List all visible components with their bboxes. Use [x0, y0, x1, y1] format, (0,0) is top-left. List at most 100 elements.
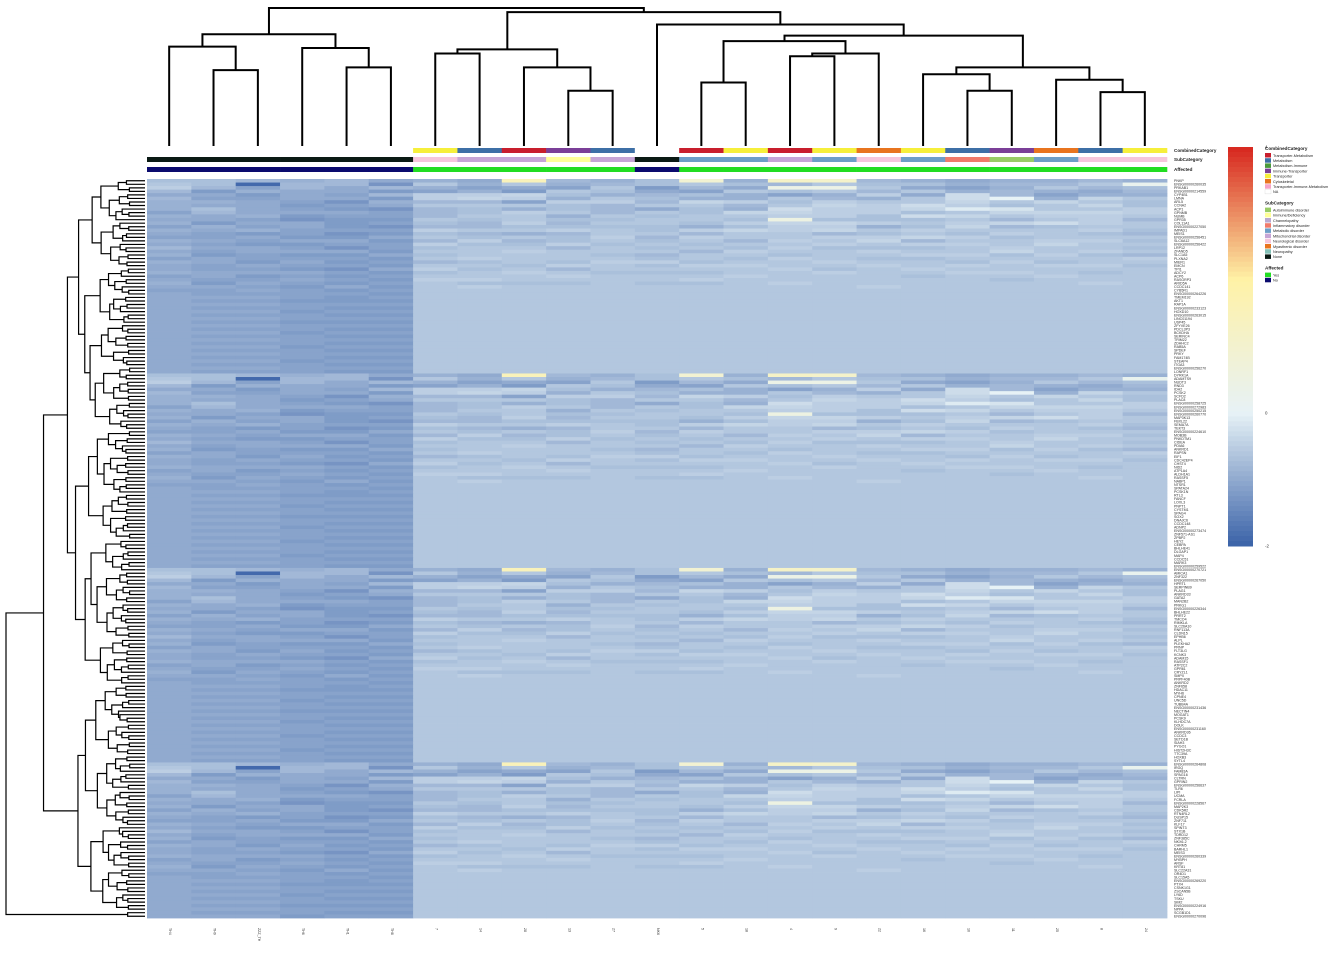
heatmap-cell	[945, 521, 991, 526]
heatmap-cell	[457, 228, 503, 233]
heatmap-cell	[1078, 430, 1124, 434]
heatmap-cell	[812, 468, 857, 473]
heatmap-cell	[679, 490, 724, 495]
heatmap-cell	[235, 582, 281, 587]
heatmap-cell	[280, 334, 325, 339]
heatmap-cell	[812, 476, 857, 480]
heatmap-cell	[812, 861, 857, 866]
heatmap-cell	[324, 511, 370, 516]
heatmap-cell	[723, 755, 769, 760]
heatmap-cell	[147, 617, 192, 622]
heatmap-cell	[235, 200, 281, 205]
heatmap-cell	[856, 196, 902, 201]
heatmap-cell	[546, 734, 591, 739]
heatmap-cell	[634, 543, 680, 548]
heatmap-cell	[1033, 624, 1079, 629]
heatmap-cell	[590, 681, 636, 686]
heatmap-cell	[191, 412, 237, 417]
heatmap-cell	[413, 454, 458, 459]
heatmap-cell	[634, 755, 680, 760]
heatmap-cell	[501, 620, 547, 625]
heatmap-cell	[856, 179, 902, 183]
heatmap-cell	[413, 691, 458, 696]
heatmap-cell	[945, 189, 991, 194]
heatmap-cell	[634, 691, 680, 696]
heatmap-cell	[191, 684, 237, 689]
heatmap-cell	[368, 200, 414, 205]
heatmap-cell	[457, 309, 503, 314]
heatmap-cell	[413, 313, 458, 318]
heatmap-cell	[767, 440, 813, 445]
heatmap-cell	[812, 638, 857, 643]
heatmap-cell	[634, 872, 680, 876]
heatmap-cell	[590, 833, 636, 838]
heatmap-cell	[235, 334, 281, 339]
heatmap-cell	[679, 384, 724, 389]
heatmap-cell	[812, 451, 857, 456]
dendrogram-link	[125, 477, 145, 482]
heatmap-cell	[457, 532, 503, 537]
heatmap-cell	[546, 327, 591, 332]
heatmap-cell	[767, 628, 813, 632]
heatmap-cell	[900, 826, 946, 831]
heatmap-cell	[679, 889, 724, 894]
heatmap-cell	[767, 203, 813, 208]
heatmap-cell	[324, 267, 370, 272]
heatmap-cell	[546, 674, 591, 678]
heatmap-cell	[191, 826, 237, 831]
heatmap-cell	[280, 320, 325, 325]
heatmap-cell	[546, 656, 591, 661]
dendrogram-link	[103, 463, 114, 486]
heatmap-cell	[235, 214, 281, 219]
heatmap-cell	[856, 281, 902, 286]
heatmap-cell	[634, 780, 680, 785]
heatmap-cell	[501, 677, 547, 682]
heatmap-cell	[191, 843, 237, 848]
dendrogram-link	[112, 225, 123, 239]
heatmap-cell	[945, 734, 991, 739]
heatmap-cell	[1078, 847, 1124, 852]
dendrogram-link	[106, 763, 116, 784]
heatmap-cell	[634, 415, 680, 420]
heatmap-cell	[147, 815, 192, 820]
heatmap-cell	[679, 723, 724, 728]
heatmap-cell	[413, 758, 458, 763]
heatmap-cell	[900, 776, 946, 781]
heatmap-cell	[280, 532, 325, 537]
heatmap-cell	[812, 217, 857, 222]
heatmap-cell	[590, 794, 636, 799]
heatmap-cell	[413, 242, 458, 247]
heatmap-cell	[191, 769, 237, 774]
heatmap-cell	[280, 313, 325, 318]
heatmap-cell	[546, 681, 591, 686]
heatmap-cell	[501, 886, 547, 891]
heatmap-cell	[501, 189, 547, 194]
heatmap-cell	[723, 422, 769, 427]
heatmap-cell	[368, 670, 414, 675]
heatmap-cell	[634, 263, 680, 268]
heatmap-cell	[723, 822, 769, 827]
heatmap-cell	[235, 316, 281, 321]
heatmap-cell	[457, 490, 503, 495]
heatmap-cell	[679, 440, 724, 445]
heatmap-cell	[679, 525, 724, 530]
heatmap-cell	[324, 670, 370, 675]
heatmap-cell	[324, 440, 370, 445]
heatmap-cell	[856, 525, 902, 530]
heatmap-cell	[989, 709, 1035, 714]
heatmap-cell	[856, 585, 902, 590]
heatmap-cell	[767, 518, 813, 523]
heatmap-cell	[235, 458, 281, 463]
heatmap-cell	[235, 571, 281, 576]
dendrogram-link	[107, 272, 122, 287]
heatmap-cell	[679, 688, 724, 693]
heatmap-cell	[457, 702, 503, 707]
heatmap-cell	[546, 543, 591, 548]
heatmap-cell	[235, 553, 281, 558]
heatmap-cell	[368, 585, 414, 590]
heatmap-cell	[1033, 352, 1079, 357]
heatmap-cell	[280, 249, 325, 254]
heatmap-cell	[679, 578, 724, 583]
heatmap-cell	[368, 440, 414, 445]
heatmap-cell	[767, 553, 813, 558]
